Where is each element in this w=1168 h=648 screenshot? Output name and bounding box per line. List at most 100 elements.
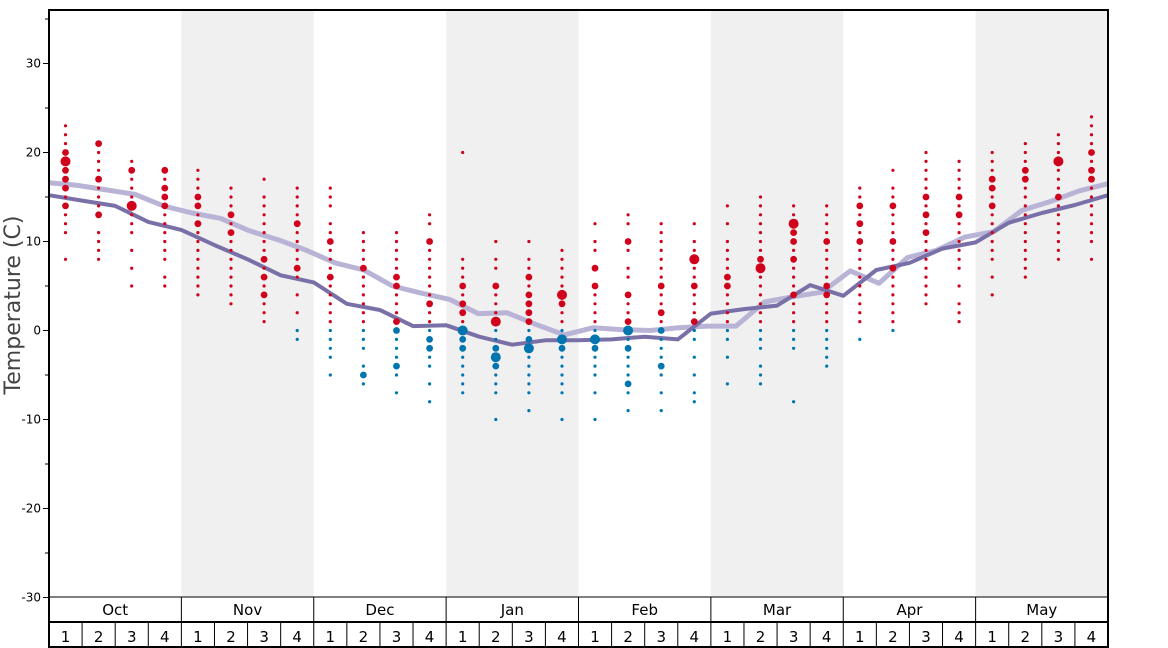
data-point bbox=[659, 222, 663, 226]
data-point bbox=[97, 257, 101, 261]
week-label: 2 bbox=[1020, 628, 1030, 646]
data-point bbox=[428, 266, 432, 270]
data-point bbox=[758, 231, 763, 235]
data-point bbox=[97, 248, 101, 252]
data-point bbox=[823, 238, 831, 245]
data-point bbox=[196, 266, 200, 270]
y-axis-label: Temperature (C) bbox=[1, 216, 26, 396]
data-point bbox=[858, 186, 862, 190]
data-point bbox=[626, 337, 630, 341]
data-point bbox=[97, 239, 101, 244]
data-point bbox=[988, 184, 996, 192]
temperature-points bbox=[60, 115, 1095, 422]
week-label: 3 bbox=[921, 628, 931, 646]
data-point bbox=[461, 266, 465, 270]
data-point bbox=[659, 231, 663, 235]
data-point bbox=[725, 266, 730, 270]
data-point bbox=[988, 202, 996, 210]
data-point bbox=[60, 156, 71, 167]
data-point bbox=[957, 284, 961, 288]
data-point bbox=[990, 168, 994, 172]
week-label: 2 bbox=[888, 628, 898, 646]
week-label: 1 bbox=[193, 628, 203, 646]
data-point bbox=[461, 320, 465, 324]
data-point bbox=[428, 293, 432, 297]
week-label: 1 bbox=[723, 628, 733, 646]
data-point bbox=[262, 195, 266, 199]
data-point bbox=[924, 222, 928, 226]
data-point bbox=[690, 282, 698, 290]
data-point bbox=[163, 248, 167, 252]
data-point bbox=[428, 213, 432, 217]
data-point bbox=[97, 195, 101, 199]
data-point bbox=[1053, 156, 1064, 167]
data-point bbox=[1023, 266, 1027, 270]
data-point bbox=[95, 211, 102, 219]
data-point bbox=[957, 222, 961, 226]
data-point bbox=[229, 257, 233, 261]
data-point bbox=[459, 344, 467, 352]
data-point bbox=[560, 382, 564, 386]
data-point bbox=[593, 222, 597, 226]
data-point bbox=[725, 248, 730, 252]
data-point bbox=[1089, 142, 1094, 146]
data-point bbox=[957, 311, 961, 315]
data-point bbox=[196, 293, 200, 297]
data-point bbox=[891, 302, 895, 306]
data-point bbox=[560, 266, 564, 270]
data-point bbox=[494, 373, 498, 377]
data-point bbox=[494, 239, 498, 244]
data-point bbox=[990, 222, 994, 226]
data-point bbox=[525, 273, 533, 281]
data-point bbox=[525, 291, 533, 299]
data-point bbox=[328, 355, 332, 359]
data-point bbox=[262, 239, 266, 244]
data-point bbox=[922, 211, 930, 219]
data-point bbox=[692, 266, 696, 270]
data-point bbox=[790, 238, 797, 245]
data-point bbox=[1023, 231, 1027, 235]
data-point bbox=[924, 257, 928, 261]
data-point bbox=[62, 175, 69, 183]
data-point bbox=[62, 202, 69, 210]
data-point bbox=[361, 328, 365, 333]
data-point bbox=[163, 213, 167, 217]
data-point bbox=[659, 275, 663, 279]
data-point bbox=[560, 284, 564, 288]
week-label: 3 bbox=[392, 628, 402, 646]
data-point bbox=[659, 391, 663, 395]
data-point bbox=[692, 391, 696, 395]
data-point bbox=[990, 150, 994, 155]
data-point bbox=[63, 133, 68, 137]
data-point bbox=[957, 186, 961, 190]
data-point bbox=[593, 355, 597, 359]
data-point bbox=[825, 231, 829, 235]
data-point bbox=[393, 318, 400, 325]
x-axis: Oct 1 2 3 4 Nov 1 2 3 4 Dec 1 2 3 4 Jan 1 2 3 4 Feb 1 2 3 4 Mar 1 2… bbox=[48, 596, 1108, 647]
week-label: 4 bbox=[557, 628, 567, 646]
data-point bbox=[990, 293, 994, 297]
data-point bbox=[361, 231, 365, 235]
data-point bbox=[130, 284, 134, 288]
data-point bbox=[922, 193, 930, 201]
data-point bbox=[957, 248, 961, 252]
data-point bbox=[527, 355, 531, 359]
data-point bbox=[624, 344, 632, 352]
data-point bbox=[361, 275, 365, 279]
data-point bbox=[758, 293, 763, 297]
data-point bbox=[1056, 248, 1060, 252]
week-label: 2 bbox=[756, 628, 766, 646]
data-point bbox=[692, 400, 696, 404]
data-point bbox=[1089, 186, 1094, 190]
data-point bbox=[725, 204, 730, 208]
data-point bbox=[659, 302, 663, 306]
data-point bbox=[957, 168, 961, 172]
data-point bbox=[1056, 204, 1060, 208]
data-point bbox=[361, 239, 365, 244]
data-point bbox=[758, 382, 763, 386]
data-point bbox=[428, 400, 432, 404]
data-point bbox=[626, 266, 630, 270]
week-label: 3 bbox=[656, 628, 666, 646]
data-point bbox=[426, 336, 433, 343]
